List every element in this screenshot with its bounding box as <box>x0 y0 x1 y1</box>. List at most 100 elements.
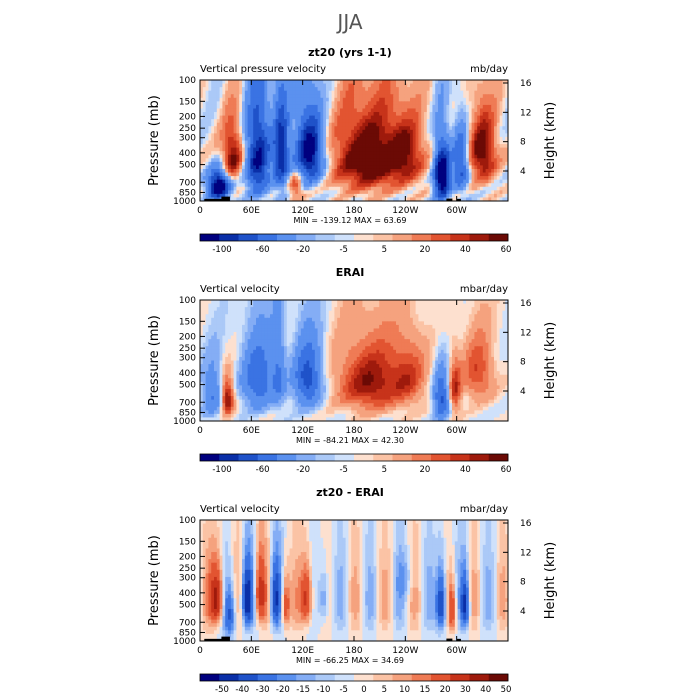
heatmap-cell <box>247 314 251 319</box>
heatmap-cell <box>438 176 442 181</box>
heatmap-cell <box>267 144 271 149</box>
heatmap-cell <box>331 332 335 336</box>
heatmap-cell <box>242 87 246 92</box>
heatmap-cell <box>303 179 307 184</box>
heatmap-cell <box>463 97 467 102</box>
heatmap-cell <box>390 158 394 163</box>
heatmap-cell <box>412 108 416 113</box>
heatmap-cell <box>247 176 251 181</box>
heatmap-cell <box>482 165 486 170</box>
heatmap-cell <box>373 324 377 329</box>
heatmap-cell <box>267 328 271 333</box>
heatmap-cell <box>424 176 428 181</box>
heatmap-cell <box>359 90 363 95</box>
heatmap-cell <box>211 186 215 191</box>
heatmap-cell <box>239 90 243 95</box>
heatmap-cell <box>365 151 369 156</box>
heatmap-cell <box>214 140 218 145</box>
heatmap-cell <box>393 115 397 120</box>
y-axis-label: Pressure (mb) <box>147 95 162 186</box>
heatmap-cell <box>356 328 360 333</box>
heatmap-cell <box>323 314 327 319</box>
heatmap-cell <box>337 321 341 326</box>
heatmap-cell <box>429 136 433 141</box>
heatmap-cell <box>337 317 341 322</box>
heatmap-cell <box>286 83 290 88</box>
heatmap-cell <box>362 186 366 191</box>
heatmap-cell <box>312 104 316 109</box>
heatmap-cell <box>351 197 355 202</box>
heatmap-cell <box>261 176 265 181</box>
heatmap-cell <box>354 104 358 109</box>
heatmap-cell <box>202 119 206 124</box>
heatmap-cell <box>326 300 330 304</box>
heatmap-cell <box>278 129 282 134</box>
heatmap-cell <box>393 317 397 322</box>
heatmap-cell <box>356 90 360 95</box>
heatmap-cell <box>244 335 248 340</box>
heatmap-cell <box>376 186 380 191</box>
heatmap-cell <box>270 193 274 198</box>
heatmap-cell <box>228 314 232 319</box>
heatmap-cell <box>200 165 204 170</box>
heatmap-cell <box>384 136 388 141</box>
heatmap-cell <box>502 94 506 99</box>
heatmap-cell <box>342 161 346 166</box>
heatmap-cell <box>253 193 257 198</box>
heatmap-cell <box>200 122 204 127</box>
heatmap-cell <box>202 80 206 84</box>
heatmap-cell <box>214 144 218 149</box>
heatmap-cell <box>443 317 447 322</box>
heatmap-cell <box>398 136 402 141</box>
heatmap-cell <box>323 335 327 340</box>
heatmap-cell <box>219 112 223 116</box>
heatmap-cell <box>477 101 481 106</box>
heatmap-cell <box>494 328 498 333</box>
heatmap-cell <box>300 176 304 181</box>
heatmap-cell <box>275 310 279 315</box>
heatmap-cell <box>410 172 414 177</box>
heatmap-cell <box>426 190 430 195</box>
heatmap-cell <box>491 324 495 329</box>
heatmap-cell <box>440 197 444 202</box>
heatmap-cell <box>250 112 254 116</box>
heatmap-cell <box>370 87 374 92</box>
heatmap-cell <box>460 104 464 109</box>
heatmap-cell <box>270 108 274 113</box>
heatmap-cell <box>303 172 307 177</box>
heatmap-cell <box>421 307 425 312</box>
heatmap-cell <box>471 108 475 113</box>
heatmap-cell <box>208 161 212 166</box>
heatmap-cell <box>382 126 386 131</box>
heatmap-cell <box>474 112 478 116</box>
heatmap-cell <box>306 112 310 116</box>
heatmap-cell <box>365 136 369 141</box>
heatmap-cell <box>281 144 285 149</box>
heatmap-cell <box>298 119 302 124</box>
heatmap-cell <box>239 119 243 124</box>
heatmap-cell <box>239 136 243 141</box>
heatmap-cell <box>370 168 374 173</box>
heatmap-cell <box>309 154 313 159</box>
heatmap-cell <box>370 112 374 116</box>
heatmap-cell <box>460 83 464 88</box>
heatmap-cell <box>292 335 296 340</box>
heatmap-cell <box>292 332 296 336</box>
heatmap-cell <box>373 80 377 84</box>
heatmap-cell <box>482 147 486 152</box>
heatmap-cell <box>267 158 271 163</box>
heatmap-cell <box>239 94 243 99</box>
heatmap-cell <box>359 112 363 116</box>
heatmap-cell <box>466 136 470 141</box>
heatmap-cell <box>499 314 503 319</box>
heatmap-cell <box>342 94 346 99</box>
heatmap-cell <box>424 119 428 124</box>
heatmap-cell <box>426 324 430 329</box>
heatmap-cell <box>309 108 313 113</box>
heatmap-cell <box>354 335 358 340</box>
heatmap-cell <box>323 161 327 166</box>
heatmap-cell <box>393 158 397 163</box>
heatmap-cell <box>275 122 279 127</box>
heatmap-cell <box>382 197 386 202</box>
heatmap-cell <box>432 144 436 149</box>
